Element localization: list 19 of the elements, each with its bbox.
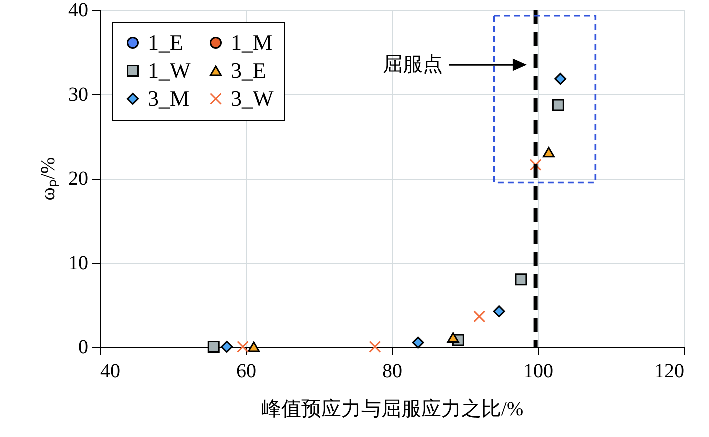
y-tick-label: 10 (68, 252, 88, 274)
x-tick-label: 120 (654, 360, 684, 382)
x-axis-title: 峰值预应力与屈服应力之比/% (261, 398, 524, 420)
annotation: 屈服点 (383, 52, 443, 76)
legend-label: 1_M (231, 30, 273, 55)
y-tick-label: 40 (68, 0, 88, 22)
legend-label: 1_E (148, 30, 184, 55)
legend-label: 3_E (231, 58, 266, 83)
y-tick-label: 30 (68, 84, 88, 106)
y-axis-title: ωₚ/% (38, 157, 60, 201)
x-tick-label: 60 (236, 360, 256, 382)
legend-label: 3_M (148, 86, 190, 111)
legend-label: 3_W (231, 86, 274, 111)
x-tick-label: 100 (524, 360, 554, 382)
y-tick-label: 20 (68, 168, 88, 190)
legend-label: 1_W (148, 58, 191, 83)
y-tick-label: 0 (78, 336, 88, 358)
x-tick-label: 40 (100, 360, 120, 382)
x-tick-label: 80 (382, 360, 402, 382)
